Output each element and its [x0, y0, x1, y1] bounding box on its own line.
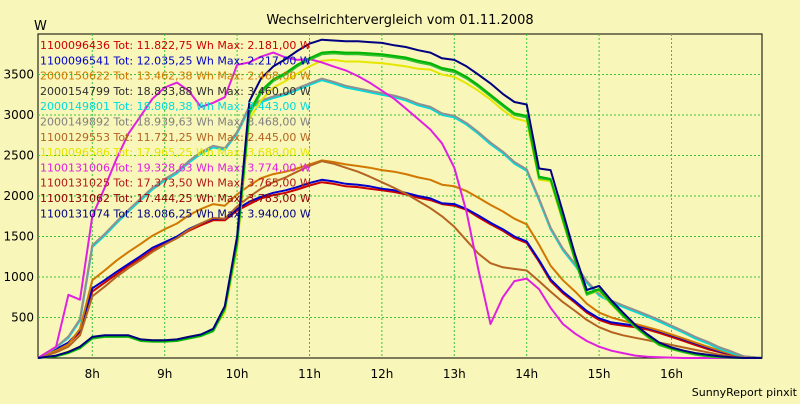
chart-title: Wechselrichtervergleich vom 01.11.2008 — [266, 13, 533, 28]
legend-entry: 1100129553 Tot: 11.721,25 Wh Max: 2.445,… — [40, 131, 311, 144]
series-lines — [37, 38, 763, 359]
x-tick-label: 11h — [298, 367, 321, 381]
legend-entry: 2000154799 Tot: 18.833,88 Wh Max: 3.460,… — [40, 85, 311, 98]
legend-entry: 1100131062 Tot: 17.444,25 Wh Max: 3.783,… — [40, 192, 311, 205]
x-tick-label: 8h — [85, 367, 100, 381]
legend-entry: 2000150622 Tot: 13.462,38 Wh Max: 2.468,… — [40, 70, 311, 83]
y-tick-label: 1500 — [3, 230, 34, 244]
y-axis-ticks: 500 1000 1500 2000 2500 3000 3500 — [3, 68, 34, 325]
x-tick-label: 15h — [588, 367, 611, 381]
series-line-4 — [37, 79, 763, 359]
legend-entry: 1100131074 Tot: 18.086,25 Wh Max: 3.940,… — [40, 207, 311, 220]
series-line-8 — [37, 51, 762, 359]
y-tick-label: 2500 — [3, 149, 34, 163]
legend-entry: 2000149892 Tot: 18.939,63 Wh Max: 3.468,… — [40, 116, 311, 129]
y-tick-label: 3500 — [3, 68, 34, 82]
y-tick-label: 1000 — [3, 270, 34, 284]
x-tick-label: 10h — [226, 367, 249, 381]
legend-entry: 1100096541 Tot: 12.035,25 Wh Max: 2.217,… — [40, 54, 311, 67]
legend-entry: 2000149801 Tot: 18.808,38 Wh Max: 3.443,… — [40, 100, 311, 113]
y-axis-label: W — [34, 19, 47, 34]
legend-entry: 1100096436 Tot: 11.822,75 Wh Max: 2.181,… — [40, 39, 311, 52]
footer-credit: SunnyReport pinxit — [692, 386, 798, 399]
x-tick-label: 13h — [443, 367, 466, 381]
x-tick-label: 14h — [515, 367, 538, 381]
y-tick-label: 500 — [11, 311, 34, 325]
legend: 1100096436 Tot: 11.822,75 Wh Max: 2.181,… — [40, 39, 311, 220]
series-line-11 — [37, 38, 762, 359]
legend-entry: 1100131025 Tot: 17.373,50 Wh Max: 3.765,… — [40, 177, 311, 190]
series-line-6 — [37, 160, 763, 359]
x-axis-ticks: 8h 9h 10h 11h 12h 13h 14h 15h 16h — [85, 367, 683, 381]
x-tick-label: 12h — [370, 367, 393, 381]
y-tick-label: 2000 — [3, 189, 34, 203]
x-tick-label: 16h — [660, 367, 683, 381]
legend-entry: 1100096586 Tot: 17.965,25 Wh Max: 3.688,… — [40, 146, 311, 159]
legend-entry: 1100131006 Tot: 19.328,63 Wh Max: 3.774,… — [40, 161, 311, 174]
series-line-2 — [37, 159, 763, 359]
y-tick-label: 3000 — [3, 108, 34, 122]
series-line-5 — [37, 77, 763, 359]
series-line-10 — [37, 50, 762, 359]
x-tick-label: 9h — [157, 367, 172, 381]
